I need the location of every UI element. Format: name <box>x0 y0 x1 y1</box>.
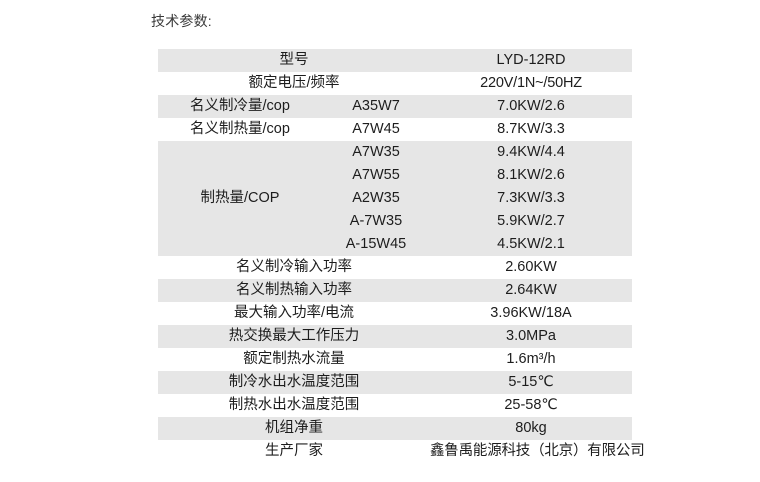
table-row: 制冷水出水温度范围 5-15℃ <box>158 371 632 394</box>
row-value: 8.1KW/2.6 <box>430 164 632 187</box>
table-row: 制热量/COP A7W35 9.4KW/4.4 <box>158 141 632 256</box>
row-value: 3.0MPa <box>430 325 632 348</box>
row-value: 2.60KW <box>430 256 632 279</box>
table-row: 最大输入功率/电流 3.96KW/18A <box>158 302 632 325</box>
row-value: 7.0KW/2.6 <box>430 95 632 118</box>
row-value: 2.64KW <box>430 279 632 302</box>
table-row: A-7W35 5.9KW/2.7 <box>158 210 632 233</box>
row-label-merged: 制热量/COP <box>158 141 322 256</box>
table-row: 机组净重 80kg <box>158 417 632 440</box>
table-row: 额定电压/频率 220V/1N~/50HZ <box>158 72 632 95</box>
row-label: 名义制热量/cop <box>158 118 322 141</box>
row-label: 制热水出水温度范围 <box>158 394 430 417</box>
row-label: 制冷水出水温度范围 <box>158 371 430 394</box>
row-value: 5.9KW/2.7 <box>430 210 632 233</box>
row-value: LYD-12RD <box>430 49 632 72</box>
row-value: 7.3KW/3.3 <box>430 187 632 210</box>
row-condition: A7W45 <box>322 118 430 141</box>
row-label: 生产厂家 <box>158 440 430 463</box>
table-row: 热交换最大工作压力 3.0MPa <box>158 325 632 348</box>
row-condition: A7W35 <box>322 141 430 164</box>
table-row: 制热水出水温度范围 25-58℃ <box>158 394 632 417</box>
row-condition: A2W35 <box>322 187 430 210</box>
row-value: 4.5KW/2.1 <box>430 233 632 256</box>
technical-parameters-table: 型号 LYD-12RD 额定电压/频率 220V/1N~/50HZ 名义制冷量/cop A… <box>158 49 645 463</box>
row-condition: A-15W45 <box>322 233 430 256</box>
row-value: 25-58℃ <box>430 394 632 417</box>
row-value: 1.6m³/h <box>430 348 632 371</box>
table-row: 名义制热输入功率 2.64KW <box>158 279 632 302</box>
row-condition: A35W7 <box>322 95 430 118</box>
table-row: A2W35 7.3KW/3.3 <box>158 187 632 210</box>
table-row: 额定制热水流量 1.6m³/h <box>158 348 632 371</box>
row-label: 额定电压/频率 <box>158 72 430 95</box>
row-condition: A7W55 <box>322 164 430 187</box>
row-value: 9.4KW/4.4 <box>430 141 632 164</box>
row-label: 机组净重 <box>158 417 430 440</box>
table-row: 名义制热量/cop A7W45 8.7KW/3.3 <box>158 118 632 141</box>
row-value: 8.7KW/3.3 <box>430 118 632 141</box>
spec-table-body: 型号 LYD-12RD 额定电压/频率 220V/1N~/50HZ 名义制冷量/cop A… <box>158 49 645 463</box>
table-row: 型号 LYD-12RD <box>158 49 632 72</box>
row-label: 最大输入功率/电流 <box>158 302 430 325</box>
row-value: 80kg <box>430 417 632 440</box>
row-value: 鑫鲁禹能源科技（北京）有限公司 <box>430 440 645 463</box>
row-label: 名义制冷量/cop <box>158 95 322 118</box>
table-row: 生产厂家 鑫鲁禹能源科技（北京）有限公司 <box>158 440 645 463</box>
table-row: A-15W45 4.5KW/2.1 <box>158 233 632 256</box>
table-row: 名义制冷量/cop A35W7 7.0KW/2.6 <box>158 95 632 118</box>
spec-table-container: 型号 LYD-12RD 额定电压/频率 220V/1N~/50HZ 名义制冷量/cop A… <box>158 49 645 463</box>
table-row: 名义制冷输入功率 2.60KW <box>158 256 632 279</box>
row-label: 名义制冷输入功率 <box>158 256 430 279</box>
row-value: 220V/1N~/50HZ <box>430 72 632 95</box>
row-value: 3.96KW/18A <box>430 302 632 325</box>
row-value: 5-15℃ <box>430 371 632 394</box>
row-condition: A-7W35 <box>322 210 430 233</box>
table-row: A7W55 8.1KW/2.6 <box>158 164 632 187</box>
row-label: 额定制热水流量 <box>158 348 430 371</box>
page-title: 技术参数: <box>151 13 212 29</box>
row-label: 名义制热输入功率 <box>158 279 430 302</box>
row-label: 型号 <box>158 49 430 72</box>
row-label: 热交换最大工作压力 <box>158 325 430 348</box>
